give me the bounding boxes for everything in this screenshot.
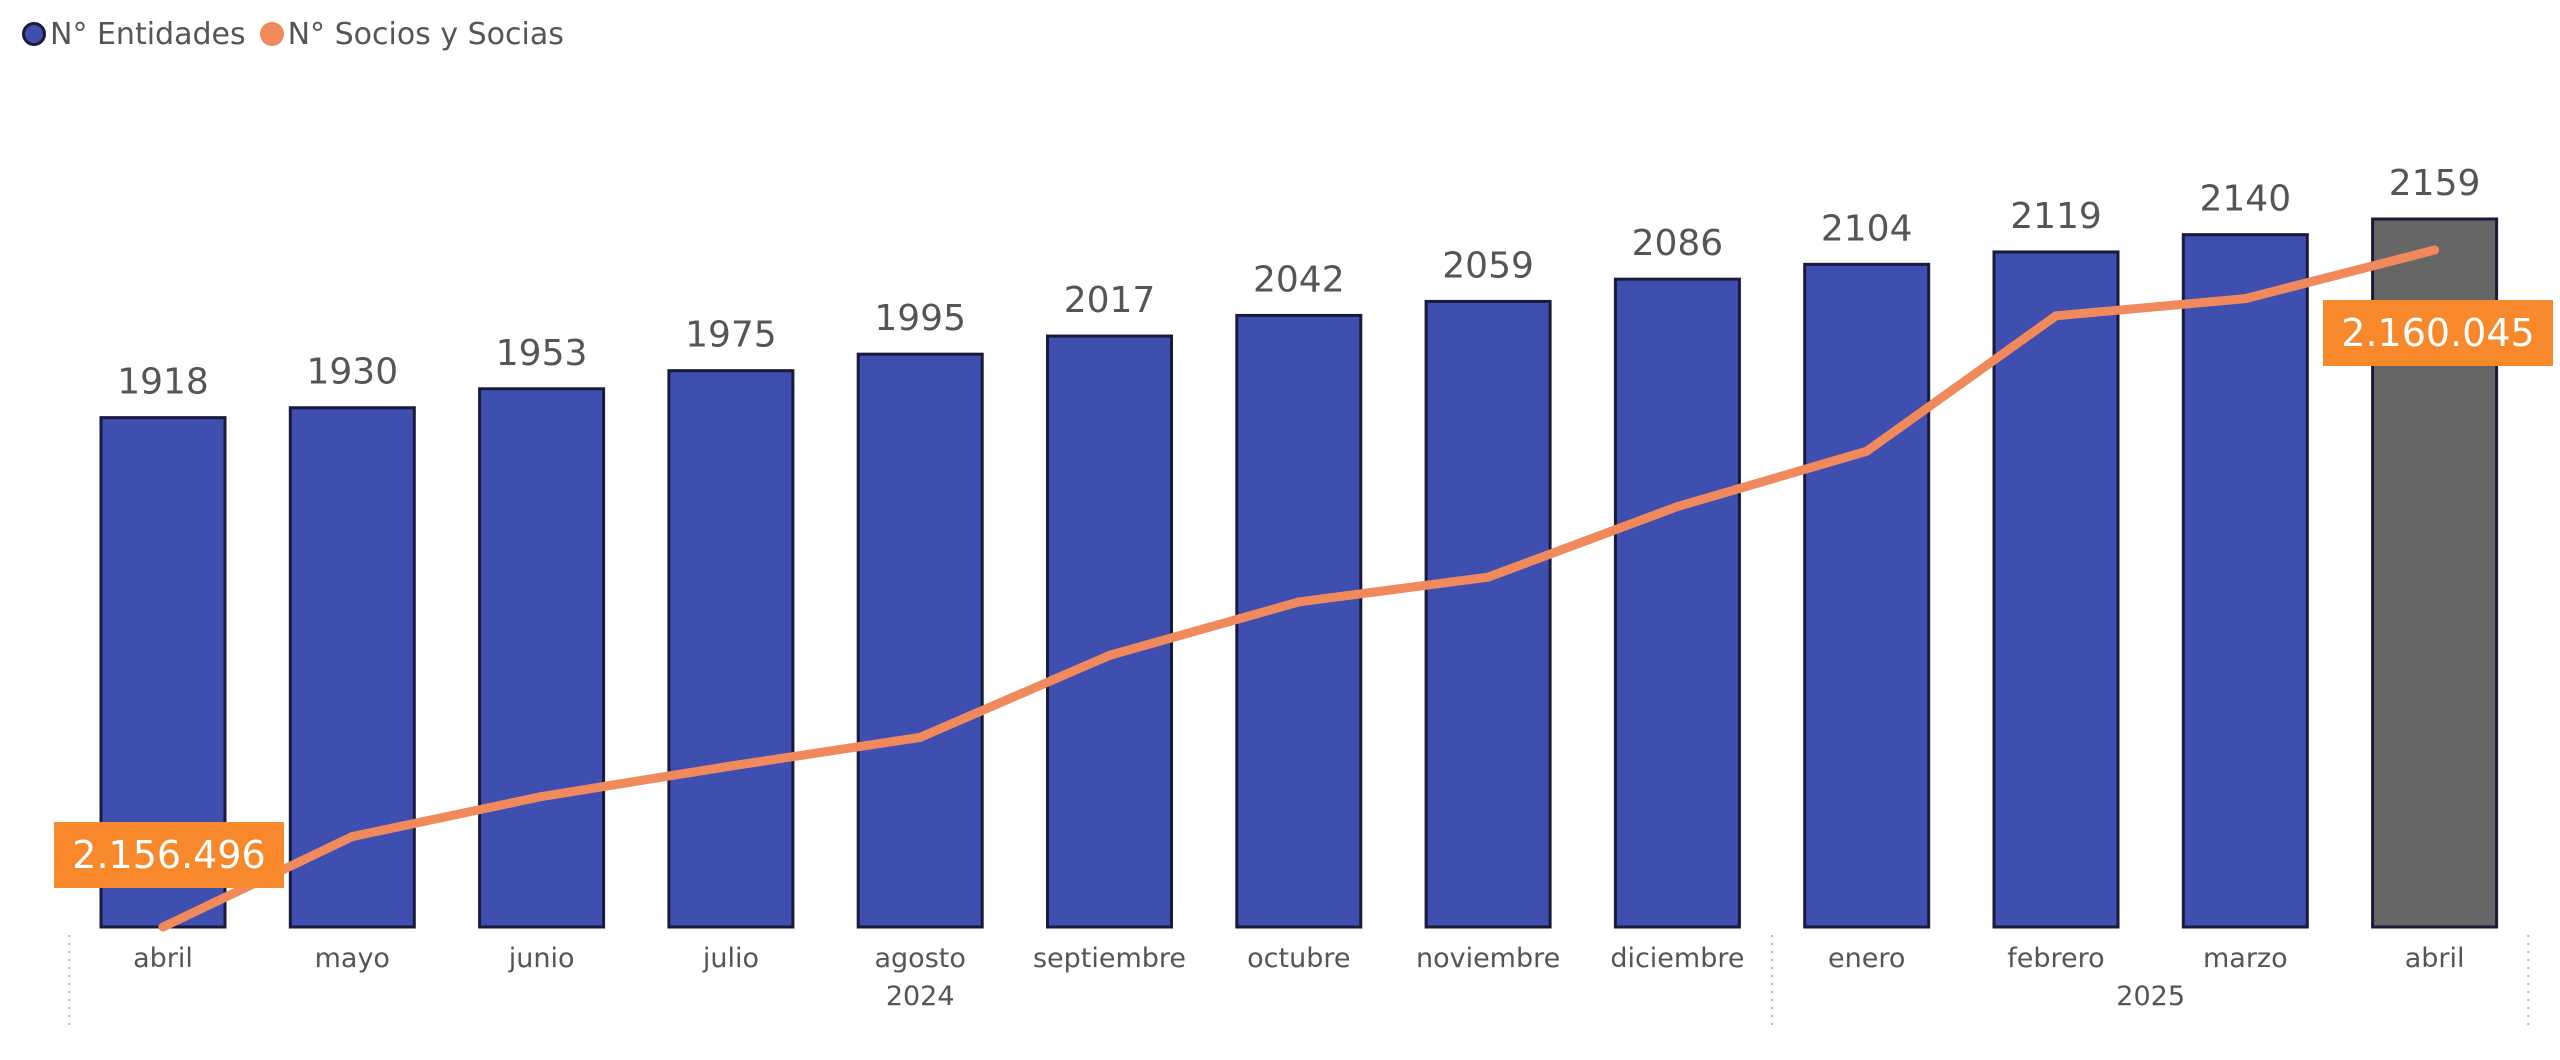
x-tick-label-0: abril bbox=[133, 943, 193, 974]
bar-6[interactable] bbox=[1235, 313, 1363, 929]
line-point-5[interactable] bbox=[1105, 650, 1114, 660]
bar-7[interactable] bbox=[1424, 299, 1552, 929]
line-segment-8 bbox=[1672, 446, 1872, 512]
legend-marker-socios bbox=[259, 22, 284, 46]
line-point-6[interactable] bbox=[1294, 597, 1304, 607]
line-point-8[interactable] bbox=[1672, 502, 1682, 512]
legend-label-socios: N° Socios y Socias bbox=[287, 16, 564, 52]
line-point-9[interactable] bbox=[1862, 446, 1872, 456]
bar-10[interactable] bbox=[1992, 250, 2120, 929]
bar-value-label-11: 2140 bbox=[2199, 179, 2291, 220]
line-segment-5 bbox=[1105, 597, 1304, 660]
line-segment-10 bbox=[2051, 294, 2250, 321]
line-point-0[interactable] bbox=[158, 922, 168, 932]
bar-value-label-9: 2104 bbox=[1821, 208, 1913, 249]
x-tick-label-1: mayo bbox=[315, 943, 390, 974]
bar-value-label-10: 2119 bbox=[2010, 196, 2102, 237]
callout-label-1: 2.160.045 bbox=[2341, 311, 2534, 355]
legend-marker-entidades bbox=[22, 22, 46, 46]
bar-value-label-3: 1975 bbox=[685, 315, 777, 356]
x-tick-label-5: septiembre bbox=[1033, 943, 1186, 974]
bar-9[interactable] bbox=[1803, 262, 1931, 929]
bar-value-label-1: 1930 bbox=[306, 352, 398, 393]
year-label-2024: 2024 bbox=[886, 981, 955, 1012]
bar-2[interactable] bbox=[478, 387, 606, 929]
line-point-2[interactable] bbox=[537, 792, 547, 802]
x-tick-label-6: octubre bbox=[1247, 943, 1350, 974]
line-segment-3 bbox=[726, 732, 925, 771]
line-segment-4 bbox=[915, 650, 1114, 742]
legend: N° Entidades N° Socios y Socias bbox=[22, 12, 564, 56]
x-tick-label-2: junio bbox=[508, 943, 575, 974]
line-point-3[interactable] bbox=[726, 761, 736, 771]
x-tick-label-3: julio bbox=[702, 943, 759, 974]
legend-label-entidades: N° Entidades bbox=[50, 16, 246, 52]
line-segment-11 bbox=[2240, 245, 2440, 304]
bar-11[interactable] bbox=[2181, 233, 2309, 929]
line-segment-9 bbox=[1862, 311, 2061, 456]
line-point-10[interactable] bbox=[2051, 311, 2061, 321]
legend-item-entidades[interactable]: N° Entidades bbox=[22, 17, 246, 52]
x-tick-label-10: febrero bbox=[2007, 943, 2104, 974]
x-tick-label-9: enero bbox=[1828, 943, 1905, 974]
x-tick-label-7: noviembre bbox=[1416, 943, 1560, 974]
callout-label-0: 2.156.496 bbox=[72, 833, 265, 877]
line-segment-2 bbox=[537, 761, 736, 802]
callout-box-1 bbox=[2323, 300, 2553, 366]
bar-4[interactable] bbox=[856, 352, 984, 929]
line-point-4[interactable] bbox=[915, 732, 925, 742]
bar-value-label-6: 2042 bbox=[1253, 259, 1345, 300]
line-segment-7 bbox=[1483, 502, 1682, 582]
bar-value-label-2: 1953 bbox=[496, 333, 588, 374]
line-point-7[interactable] bbox=[1483, 572, 1493, 582]
bar-value-label-12: 2159 bbox=[2389, 163, 2481, 204]
callout-box-0 bbox=[54, 822, 284, 888]
x-tick-label-11: marzo bbox=[2203, 943, 2288, 974]
bar-5[interactable] bbox=[1046, 334, 1173, 929]
bar-value-label-5: 2017 bbox=[1064, 280, 1156, 321]
bar-8[interactable] bbox=[1613, 277, 1741, 929]
line-point-11[interactable] bbox=[2240, 294, 2250, 304]
bar-1[interactable] bbox=[288, 406, 416, 929]
x-tick-label-12: abril bbox=[2405, 943, 2465, 974]
line-point-12[interactable] bbox=[2430, 245, 2440, 255]
line-segment-1 bbox=[347, 792, 547, 842]
year-label-2025: 2025 bbox=[2116, 981, 2185, 1012]
x-tick-label-4: agosto bbox=[875, 943, 966, 974]
bar-value-label-0: 1918 bbox=[117, 362, 209, 403]
x-tick-label-8: diciembre bbox=[1610, 943, 1744, 974]
bar-value-label-7: 2059 bbox=[1442, 245, 1534, 286]
line-segment-6 bbox=[1294, 572, 1493, 607]
bar-3[interactable] bbox=[667, 369, 795, 929]
line-point-1[interactable] bbox=[347, 832, 357, 842]
legend-item-socios[interactable]: N° Socios y Socias bbox=[259, 16, 564, 52]
bar-value-label-8: 2086 bbox=[1632, 223, 1724, 264]
bar-value-label-4: 1995 bbox=[874, 298, 966, 339]
